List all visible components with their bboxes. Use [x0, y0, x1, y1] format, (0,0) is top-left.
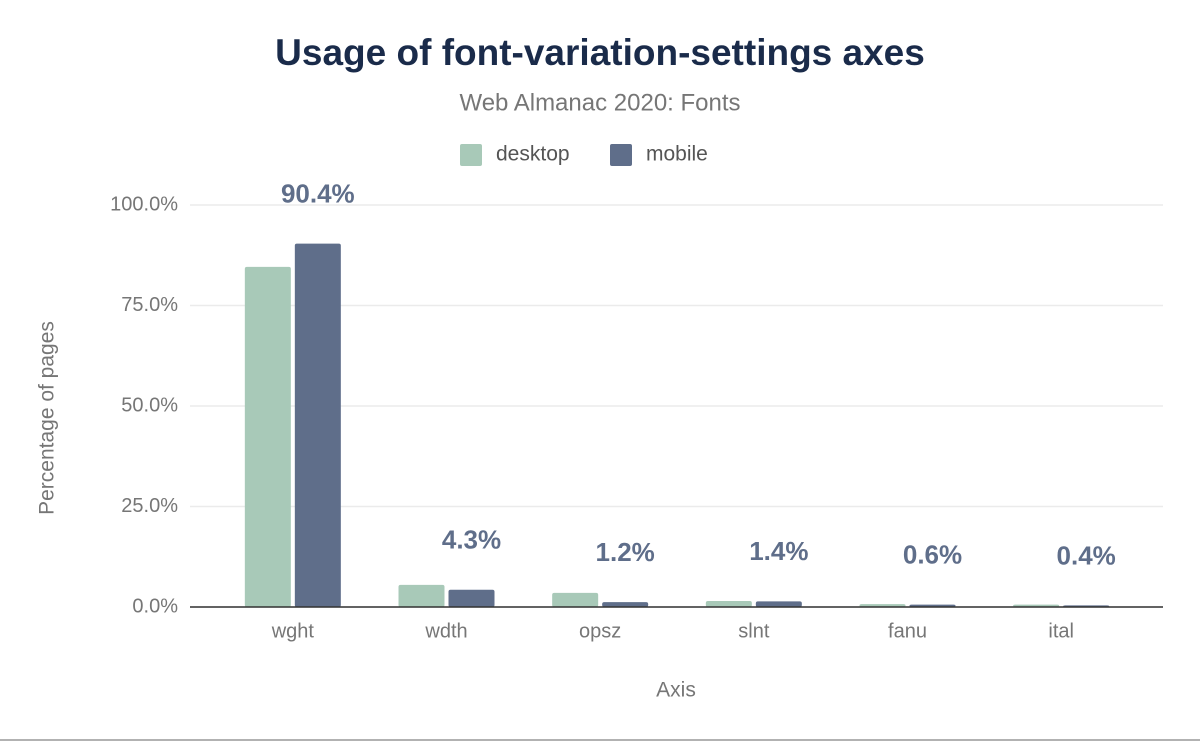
bar [552, 592, 599, 607]
y-tick-label: 0.0% [132, 595, 178, 617]
legend-label: mobile [646, 143, 708, 166]
chart-title: Usage of font-variation-settings axes [275, 32, 925, 73]
y-tick-label: 50.0% [121, 394, 178, 416]
y-tick-label: 100.0% [110, 193, 178, 215]
y-tick-label: 75.0% [121, 294, 178, 316]
bar [448, 589, 495, 607]
x-tick-label: slnt [738, 620, 770, 642]
data-label: 0.4% [1057, 540, 1116, 570]
legend-swatch [610, 144, 632, 166]
bar [705, 600, 752, 607]
chart-subtitle: Web Almanac 2020: Fonts [459, 89, 740, 116]
legend-label: desktop [496, 143, 570, 166]
x-axis-title: Axis [656, 679, 696, 702]
data-label: 0.6% [903, 539, 962, 569]
x-tick-label: opsz [579, 620, 621, 642]
x-tick-label: wght [271, 620, 315, 642]
data-label: 1.2% [596, 537, 655, 567]
data-label: 4.3% [442, 525, 501, 555]
x-tick-label: wdth [424, 620, 467, 642]
bar [294, 243, 341, 608]
x-tick-label: ital [1048, 620, 1074, 642]
bar [755, 601, 802, 607]
data-label: 90.4% [281, 178, 355, 208]
y-tick-label: 25.0% [121, 495, 178, 517]
bar [602, 602, 649, 607]
bar [398, 584, 445, 607]
data-label: 1.4% [749, 536, 808, 566]
legend-swatch [460, 144, 482, 166]
y-axis-title: Percentage of pages [36, 321, 59, 515]
bar [244, 266, 291, 607]
x-tick-label: fanu [888, 620, 927, 642]
